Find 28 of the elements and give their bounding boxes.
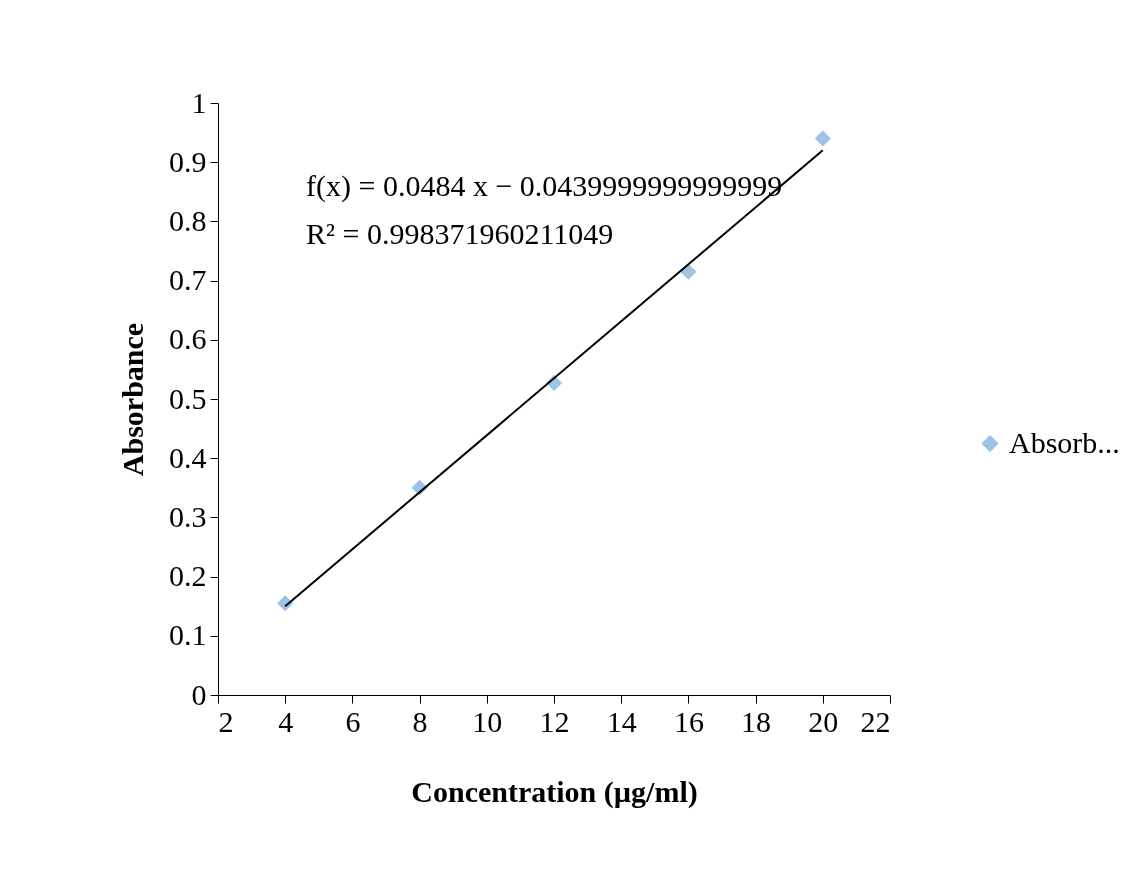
y-tick-label: 0 (191, 677, 207, 711)
point (814, 130, 831, 147)
y-tick-label: 0.7 (169, 263, 207, 297)
y-tick-label: 0.5 (169, 381, 207, 415)
x-tick-label: 8 (412, 704, 428, 738)
annotation: R² = 0.998371960211049 (306, 217, 614, 250)
x-tick-label: 2 (218, 704, 234, 738)
annotation: f(x) = 0.0484 x − 0.0439999999999999 (306, 169, 783, 203)
x-tick-label: 10 (472, 704, 503, 738)
x-tick-label: 12 (539, 704, 570, 738)
x-tick-label: 14 (606, 704, 637, 738)
x-tick-label: 20 (808, 704, 839, 738)
y-tick-label: 0.8 (169, 203, 207, 237)
y-tick-label: 0.9 (169, 144, 207, 178)
y-tick-label: 1 (191, 85, 207, 119)
x-tick-label: 16 (673, 704, 704, 738)
x-tick-label: 18 (741, 704, 772, 738)
y-tick-label: 0.2 (169, 559, 207, 593)
x-axis-title: Concentration (µg/ml) (411, 774, 698, 809)
y-tick-label: 0.4 (169, 440, 207, 474)
x-tick-label: 4 (278, 704, 294, 738)
y-tick-label: 0.6 (169, 322, 207, 356)
legend-label: Absorb... (1009, 425, 1120, 459)
y-axis-title: Absorbance (116, 322, 149, 477)
y-tick-label: 0.1 (169, 618, 207, 652)
x-tick-label: 6 (345, 704, 361, 738)
x-tick-label: 22 (860, 704, 891, 738)
y-tick-label: 0.3 (169, 499, 207, 533)
